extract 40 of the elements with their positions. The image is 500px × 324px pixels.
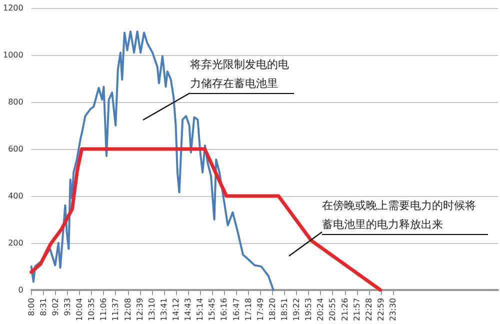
x-tick-label: 11:37 <box>111 298 120 322</box>
y-tick-label: 200 <box>8 238 24 248</box>
x-tick-label: 18:20 <box>268 298 277 322</box>
x-tick-label: 15:14 <box>196 298 205 322</box>
x-tick-label: 21:57 <box>352 298 362 322</box>
x-tick-label: 19:53 <box>304 298 314 322</box>
x-tick-label: 20:55 <box>328 298 338 322</box>
x-tick-label: 21:26 <box>340 298 350 322</box>
x-tick-label: 8:31 <box>38 298 48 316</box>
x-tick-label: 10:35 <box>87 298 96 322</box>
y-tick-label: 400 <box>8 191 24 200</box>
x-tick-label: 18:51 <box>280 298 290 322</box>
y-tick-label: 1000 <box>3 50 24 60</box>
x-tick-label: 12:39 <box>135 298 144 322</box>
x-tick-label: 9:02 <box>50 298 60 316</box>
x-tick-label: 17:18 <box>244 298 253 322</box>
x-tick-label: 22:59 <box>376 298 386 322</box>
x-tick-label: 15:45 <box>208 298 217 322</box>
x-tick-label: 14:43 <box>184 298 193 322</box>
y-tick-label: 0 <box>18 285 24 294</box>
x-tick-label: 13:10 <box>147 298 156 322</box>
x-tick-label: 9:33 <box>63 298 72 316</box>
x-tick-label: 8:00 <box>26 298 36 316</box>
x-tick-label: 12:08 <box>123 298 132 322</box>
x-tick-label: 20:24 <box>316 298 326 322</box>
x-tick-label: 17:49 <box>256 298 265 322</box>
y-tick-label: 800 <box>8 97 24 106</box>
y-tick-label: 1200 <box>3 4 24 12</box>
y-tick-label: 600 <box>8 144 24 154</box>
x-tick-label: 10:04 <box>75 298 84 322</box>
x-tick-label: 22:28 <box>364 298 374 322</box>
x-tick-label: 19:22 <box>292 298 302 322</box>
x-tick-label: 13:41 <box>159 298 168 322</box>
x-tick-label: 23:30 <box>388 298 398 322</box>
x-tick-label: 11:06 <box>99 298 108 322</box>
x-tick-label: 14:12 <box>172 298 181 322</box>
x-tick-label: 16:16 <box>220 298 229 322</box>
x-tick-label: 16:47 <box>232 298 241 322</box>
annotation: 在傍晚或晚上需要电力的时候将蓄电池里的电力释放出来 <box>322 196 488 235</box>
annotation: 将弃光限制发电的电力储存在蓄电池里 <box>190 55 294 94</box>
